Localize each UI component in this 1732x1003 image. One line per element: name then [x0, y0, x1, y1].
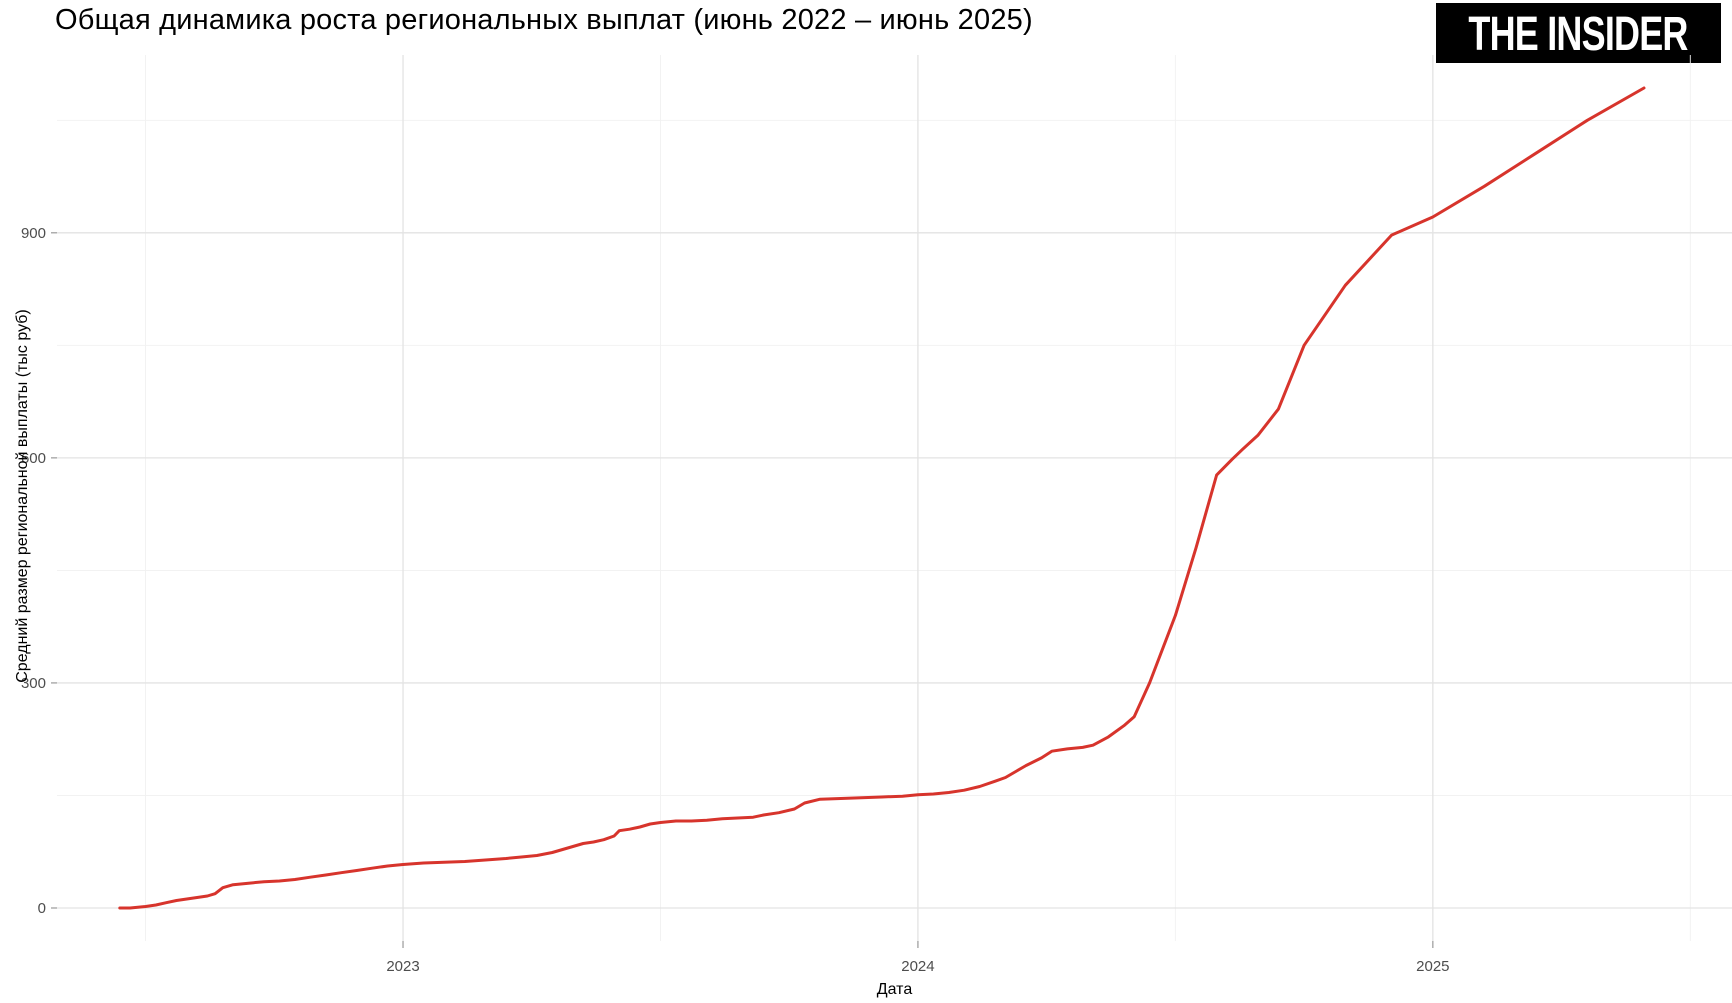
- chart-title: Общая динамика роста региональных выплат…: [55, 4, 1033, 36]
- the-insider-logo: THE INSIDER: [1436, 3, 1721, 63]
- y-axis-title: Средний размер региональной выплаты (тыс…: [14, 309, 31, 683]
- y-tick-label: 600: [21, 450, 46, 467]
- x-tick-label: 2024: [901, 958, 934, 975]
- y-tick-label: 300: [21, 675, 46, 692]
- y-tick-label: 0: [38, 900, 46, 917]
- x-tick-label: 2023: [386, 958, 419, 975]
- y-tick-label: 900: [21, 225, 46, 242]
- x-axis-title: Дата: [876, 981, 913, 998]
- x-tick-label: 2025: [1416, 958, 1449, 975]
- data-line-regional-payments: [118, 86, 1646, 910]
- the-insider-logo-text: THE INSIDER: [1468, 5, 1689, 61]
